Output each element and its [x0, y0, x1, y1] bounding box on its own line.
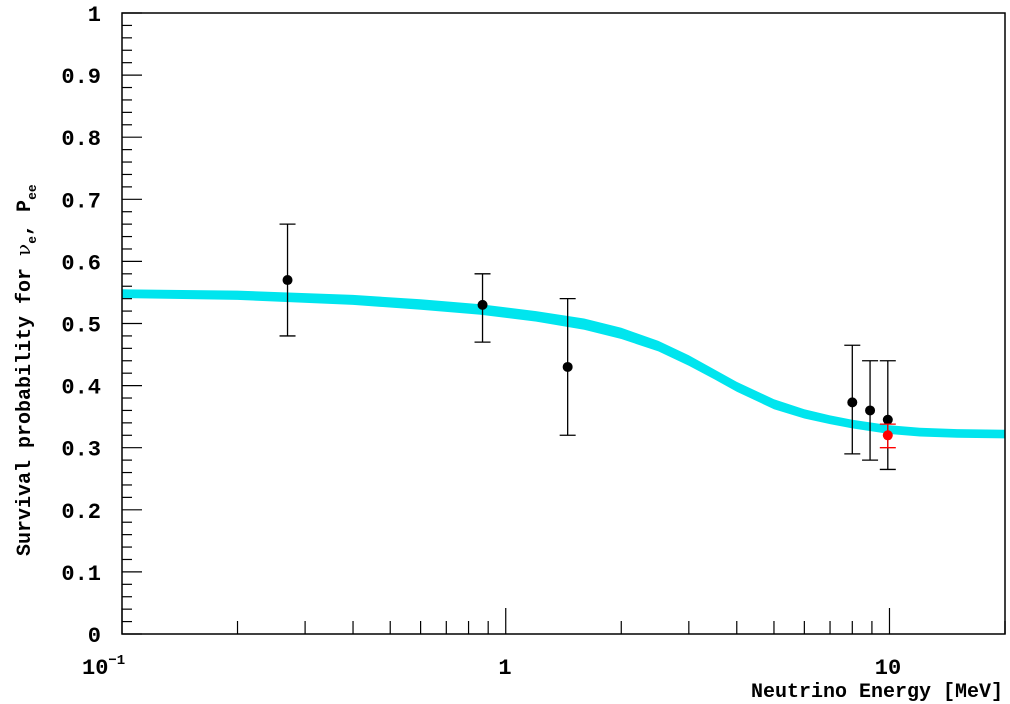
- probability-band-layer: [122, 289, 1005, 439]
- y-tick-label: 1: [88, 3, 101, 28]
- data-point: [865, 405, 876, 416]
- probability-band: [122, 289, 1005, 439]
- y-tick-label: 0.3: [61, 438, 101, 463]
- y-tick-label: 0.8: [61, 127, 101, 152]
- y-tick-label: 0.9: [61, 65, 101, 90]
- y-tick-label: 0.7: [61, 189, 101, 214]
- x-axis-title: Neutrino Energy [MeV]: [751, 681, 1003, 704]
- y-tick-label: 0: [88, 624, 101, 649]
- y-tick-label: 0.6: [61, 251, 101, 276]
- data-point: [847, 397, 858, 408]
- data-points-layer: [279, 223, 896, 471]
- data-point: [562, 361, 573, 372]
- x-tick-label-1: 1: [498, 656, 511, 681]
- x-tick-label-10: 10: [875, 656, 901, 681]
- data-point: [882, 430, 893, 441]
- data-point: [477, 299, 488, 310]
- axis-ticks-layer: 0 0.1 0.2 0.3 0.4 0.5 0.6 0.7 0.8 0.9 1: [61, 3, 1006, 649]
- y-axis-title: Survival probability for νe, Pee: [11, 184, 40, 556]
- y-tick-label: 0.4: [61, 376, 101, 401]
- y-tick-label: 0.5: [61, 314, 101, 339]
- y-tick-label: 0.2: [61, 500, 101, 525]
- data-point: [282, 275, 293, 286]
- y-tick-label: 0.1: [61, 562, 101, 587]
- data-point: [882, 414, 893, 425]
- x-tick-label-0.1: 10−1: [82, 653, 125, 681]
